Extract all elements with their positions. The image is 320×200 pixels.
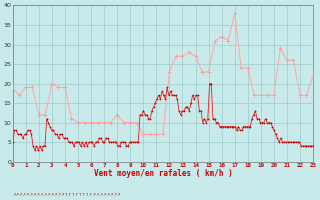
Text: ↗↗↗↗↗↗↗↗↗↗↗↗↗↗↗↑↑↑↑↑↑↑↑↗↗↗↗↗↗↗↗: ↗↗↗↗↗↗↗↗↗↗↗↗↗↗↗↑↑↑↑↑↑↑↑↗↗↗↗↗↗↗↗ xyxy=(13,193,121,197)
X-axis label: Vent moyen/en rafales ( km/h ): Vent moyen/en rafales ( km/h ) xyxy=(93,169,232,178)
